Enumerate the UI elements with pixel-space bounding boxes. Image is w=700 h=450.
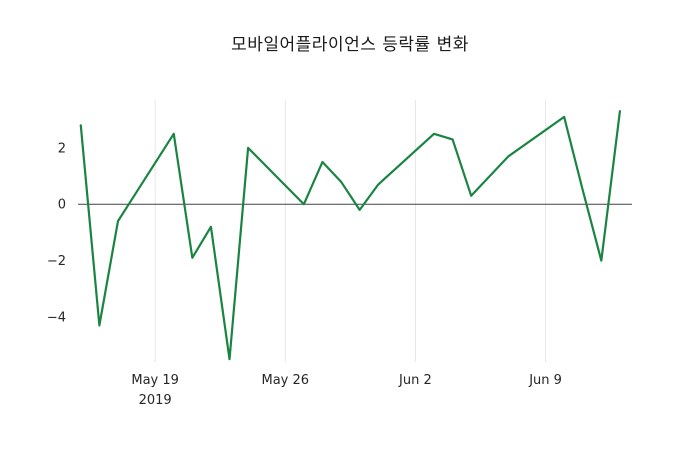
chart-title: 모바일어플라이언스 등락률 변화	[231, 35, 469, 55]
x-tick-label: Jun 9	[528, 373, 562, 388]
x-axis-year-label: 2019	[139, 393, 172, 408]
y-tick-label: 0	[58, 198, 66, 213]
y-tick-label: −4	[47, 310, 66, 325]
y-tick-label: 2	[58, 141, 66, 156]
y-tick-label: −2	[47, 254, 66, 269]
x-tick-label: May 26	[262, 373, 310, 388]
x-tick-label: Jun 2	[398, 373, 432, 388]
x-tick-label: May 19	[131, 373, 179, 388]
price-line	[79, 110, 622, 361]
